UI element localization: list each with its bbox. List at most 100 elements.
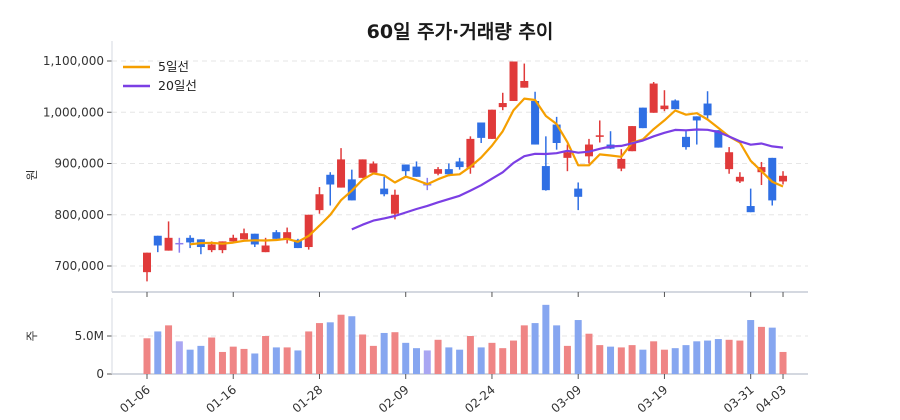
- candle-body: [412, 166, 421, 177]
- volume-bar: [391, 332, 399, 374]
- volume-bar: [402, 342, 410, 374]
- volume-bar: [747, 320, 755, 374]
- volume-bar: [617, 347, 625, 374]
- volume-bar: [693, 341, 701, 374]
- volume-bar: [553, 325, 561, 374]
- volume-bar: [660, 349, 668, 374]
- candle-body: [584, 144, 593, 157]
- candle-body: [369, 163, 378, 173]
- candle-body: [455, 161, 464, 168]
- price-ytick-label: 700,000: [54, 259, 104, 273]
- candle-body: [574, 188, 583, 197]
- candle-body: [660, 105, 669, 110]
- candle-body: [649, 83, 658, 113]
- volume-bar: [563, 345, 571, 374]
- volume-bar: [714, 339, 722, 374]
- ma20-line: [351, 128, 784, 231]
- candle-body: [272, 232, 281, 239]
- candle-body: [671, 100, 680, 110]
- candle-body: [207, 244, 216, 251]
- volume-bar: [477, 347, 485, 374]
- candle-body: [466, 138, 475, 168]
- candle-body: [164, 237, 173, 251]
- candle-body: [358, 159, 367, 178]
- candle-body: [779, 175, 788, 182]
- volume-bar: [445, 347, 453, 374]
- volume-bar: [326, 322, 334, 374]
- volume-bar: [650, 341, 658, 374]
- candle-body: [293, 239, 302, 249]
- volume-bar: [466, 336, 474, 374]
- candle-body: [337, 159, 346, 188]
- xtick-label: 03-09: [548, 383, 584, 416]
- volume-bar: [251, 353, 259, 374]
- volume-bar: [585, 333, 593, 374]
- volume-bar: [456, 349, 464, 374]
- candle-body: [153, 235, 162, 246]
- legend: 5일선 20일선: [123, 59, 197, 93]
- volume-bar: [768, 327, 776, 374]
- xtick-label: 01-16: [203, 383, 239, 416]
- price-ytick-label: 1,100,000: [43, 54, 104, 68]
- volume-bar: [369, 345, 377, 374]
- volume-bar: [779, 351, 787, 374]
- xtick-label: 03-19: [635, 383, 671, 416]
- candle-body: [498, 103, 507, 108]
- volume-bar: [359, 334, 367, 374]
- volume-bar: [262, 336, 270, 374]
- volume-bar: [337, 314, 345, 374]
- volume-bar: [499, 348, 507, 374]
- volume-bar: [315, 323, 323, 374]
- volume-bar: [380, 332, 388, 374]
- candle-body: [175, 242, 184, 245]
- candle-body: [477, 122, 486, 138]
- volume-bar: [348, 316, 356, 374]
- price-ytick-label: 1,000,000: [43, 105, 104, 119]
- volume-bar: [510, 340, 518, 374]
- price-ytick-label: 800,000: [54, 208, 104, 222]
- candle-body: [186, 237, 195, 243]
- candle-body: [768, 157, 777, 201]
- volume-bar: [413, 348, 420, 374]
- candle-body: [444, 169, 453, 175]
- candle-body: [531, 100, 540, 145]
- volume-bar: [671, 348, 679, 374]
- xtick-label: 03-31: [721, 383, 757, 416]
- ma5-line: [189, 97, 784, 246]
- volume-ytick-label: 5.0M: [75, 329, 104, 343]
- candle-body: [509, 61, 518, 101]
- candle-body: [638, 107, 647, 129]
- candle-body: [380, 188, 389, 195]
- volume-bar: [218, 351, 226, 374]
- candle-body: [520, 80, 529, 88]
- volume-bar: [240, 348, 248, 374]
- candle-body: [283, 232, 292, 239]
- candle-body: [735, 176, 744, 182]
- candle-body: [326, 174, 335, 185]
- xtick-label: 01-06: [117, 383, 153, 416]
- candle-body: [682, 136, 690, 148]
- volume-bar: [208, 337, 216, 374]
- candle-body: [725, 152, 734, 170]
- volume-bar: [283, 347, 291, 374]
- volume-bar: [154, 331, 162, 374]
- volume-bar: [628, 345, 636, 374]
- volume-bar: [434, 339, 442, 374]
- candle-body: [434, 169, 443, 174]
- candle-body: [595, 135, 604, 137]
- volume-bar: [704, 340, 712, 374]
- volume-bar: [488, 342, 496, 374]
- volume-bar: [736, 340, 744, 374]
- candle-body: [390, 194, 399, 214]
- volume-bar: [520, 325, 528, 374]
- candle-body: [250, 233, 259, 245]
- volume-bar: [542, 304, 550, 374]
- candle-body: [240, 233, 249, 240]
- volume-axis-label: 주: [25, 330, 39, 341]
- volume-bar: [186, 349, 194, 374]
- candle-body: [315, 194, 324, 211]
- xtick-label: 02-09: [376, 383, 412, 416]
- candle-body: [541, 166, 550, 191]
